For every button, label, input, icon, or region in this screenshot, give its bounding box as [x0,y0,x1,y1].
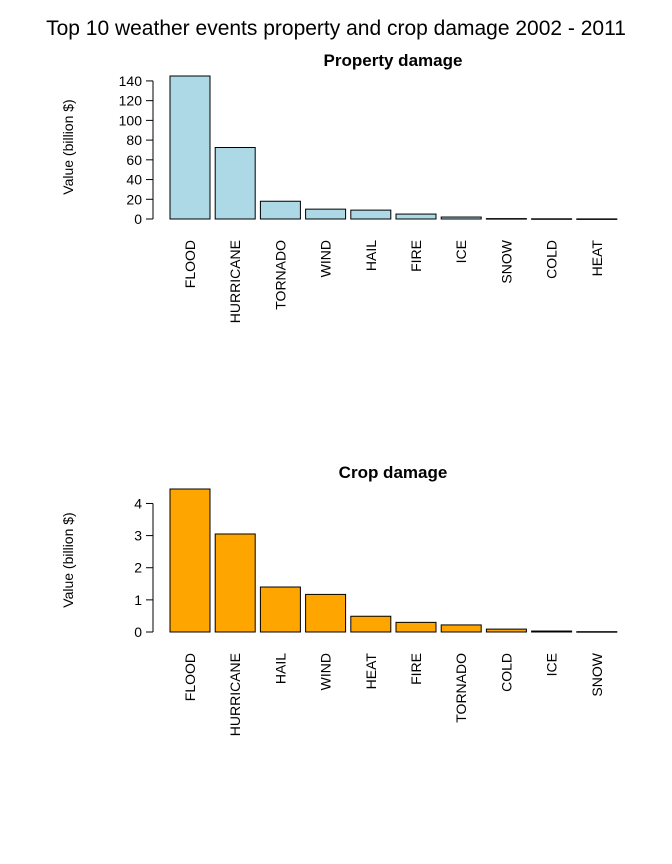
bar-snow [576,631,618,633]
figure-title: Top 10 weather events property and crop … [46,17,626,40]
chart-title: Crop damage [339,463,448,482]
category-label: HAIL [272,653,288,684]
bar-hail [259,586,301,633]
category-label: ICE [544,653,560,676]
y-axis-label: Value (billion $) [60,99,76,194]
category-label: TORNADO [272,240,288,310]
bar-wind [305,208,347,220]
bar-heat [350,615,392,633]
category-label: HEAT [363,653,379,690]
y-tick-label: 80 [126,132,142,148]
y-tick-label: 4 [134,495,142,511]
category-label: WIND [318,653,334,690]
y-tick-label: 3 [134,528,142,544]
category-label: HURRICANE [227,240,243,323]
bar-flood [169,75,211,220]
bar-cold [531,218,573,220]
category-label: FIRE [408,240,424,272]
category-label: FLOOD [182,240,198,288]
crop-damage-chart: Crop damage Value (billion $) 0 1 2 3 4 FLOOD… [60,463,618,736]
y-tick-label: 20 [126,191,142,207]
category-label: HURRICANE [227,653,243,736]
y-tick-label: 100 [119,112,143,128]
y-tick-label: 120 [119,93,143,109]
bar-tornado [440,624,482,633]
y-tick-label: 140 [119,73,143,89]
bar-hail [350,209,392,220]
bar-ice [440,216,482,220]
chart-title: Property damage [324,51,463,70]
bar-snow [485,218,527,220]
bar-hurricane [214,533,256,633]
category-label: SNOW [589,652,605,696]
category-label: FIRE [408,653,424,685]
bar-hurricane [214,147,256,220]
category-label: COLD [544,240,560,279]
category-label: HEAT [589,240,605,277]
bar-fire [395,213,437,220]
y-tick-label: 0 [134,211,142,227]
category-label: HAIL [363,240,379,271]
bar-tornado [259,200,301,220]
property-damage-chart: Property damage Value (billion $) 0 20 40 6… [60,51,618,323]
bar-cold [485,628,527,633]
category-label: COLD [498,653,514,692]
y-axis-label: Value (billion $) [60,512,76,607]
category-label: FLOOD [182,653,198,701]
y-tick-label: 0 [134,624,142,640]
y-tick-label: 2 [134,560,142,576]
bar-flood [169,488,211,633]
bar-wind [305,593,347,633]
y-tick-label: 40 [126,172,142,188]
bar-ice [531,630,573,633]
category-label: SNOW [498,239,514,283]
bar-heat [576,218,618,220]
y-tick-label: 60 [126,152,142,168]
category-label: TORNADO [453,653,469,723]
y-tick-label: 1 [134,592,142,608]
category-label: ICE [453,240,469,263]
bar-fire [395,621,437,633]
category-label: WIND [318,240,334,277]
